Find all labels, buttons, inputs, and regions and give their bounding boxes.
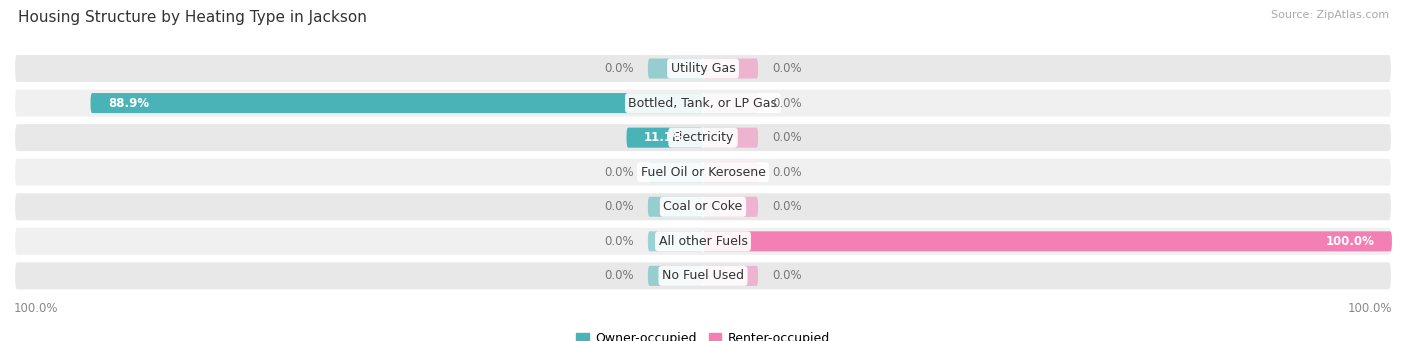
Text: 0.0%: 0.0% xyxy=(772,131,801,144)
FancyBboxPatch shape xyxy=(14,192,1392,221)
FancyBboxPatch shape xyxy=(703,93,758,113)
Text: 0.0%: 0.0% xyxy=(605,166,634,179)
Text: No Fuel Used: No Fuel Used xyxy=(662,269,744,282)
Text: 100.0%: 100.0% xyxy=(14,302,59,315)
FancyBboxPatch shape xyxy=(648,197,703,217)
Text: 0.0%: 0.0% xyxy=(605,62,634,75)
Text: 0.0%: 0.0% xyxy=(605,269,634,282)
FancyBboxPatch shape xyxy=(90,93,703,113)
Text: 0.0%: 0.0% xyxy=(772,269,801,282)
Text: 0.0%: 0.0% xyxy=(605,235,634,248)
FancyBboxPatch shape xyxy=(648,59,703,78)
Text: 11.1%: 11.1% xyxy=(644,131,685,144)
FancyBboxPatch shape xyxy=(14,89,1392,118)
FancyBboxPatch shape xyxy=(14,261,1392,291)
Text: 0.0%: 0.0% xyxy=(772,62,801,75)
FancyBboxPatch shape xyxy=(648,231,703,251)
FancyBboxPatch shape xyxy=(648,266,703,286)
Text: Coal or Coke: Coal or Coke xyxy=(664,200,742,213)
FancyBboxPatch shape xyxy=(703,59,758,78)
Text: 0.0%: 0.0% xyxy=(772,97,801,109)
FancyBboxPatch shape xyxy=(703,231,1392,251)
FancyBboxPatch shape xyxy=(703,128,758,148)
Legend: Owner-occupied, Renter-occupied: Owner-occupied, Renter-occupied xyxy=(571,327,835,341)
FancyBboxPatch shape xyxy=(648,162,703,182)
Text: 0.0%: 0.0% xyxy=(772,200,801,213)
FancyBboxPatch shape xyxy=(14,227,1392,256)
Text: Source: ZipAtlas.com: Source: ZipAtlas.com xyxy=(1271,10,1389,20)
Text: Bottled, Tank, or LP Gas: Bottled, Tank, or LP Gas xyxy=(628,97,778,109)
Text: Fuel Oil or Kerosene: Fuel Oil or Kerosene xyxy=(641,166,765,179)
FancyBboxPatch shape xyxy=(14,54,1392,83)
Text: 88.9%: 88.9% xyxy=(108,97,149,109)
FancyBboxPatch shape xyxy=(703,197,758,217)
FancyBboxPatch shape xyxy=(14,123,1392,152)
FancyBboxPatch shape xyxy=(703,266,758,286)
FancyBboxPatch shape xyxy=(627,128,703,148)
Text: Electricity: Electricity xyxy=(672,131,734,144)
Text: 100.0%: 100.0% xyxy=(1326,235,1375,248)
FancyBboxPatch shape xyxy=(14,158,1392,187)
Text: All other Fuels: All other Fuels xyxy=(658,235,748,248)
Text: 0.0%: 0.0% xyxy=(605,200,634,213)
Text: 100.0%: 100.0% xyxy=(1347,302,1392,315)
Text: Utility Gas: Utility Gas xyxy=(671,62,735,75)
Text: 0.0%: 0.0% xyxy=(772,166,801,179)
FancyBboxPatch shape xyxy=(703,162,758,182)
Text: Housing Structure by Heating Type in Jackson: Housing Structure by Heating Type in Jac… xyxy=(18,10,367,25)
